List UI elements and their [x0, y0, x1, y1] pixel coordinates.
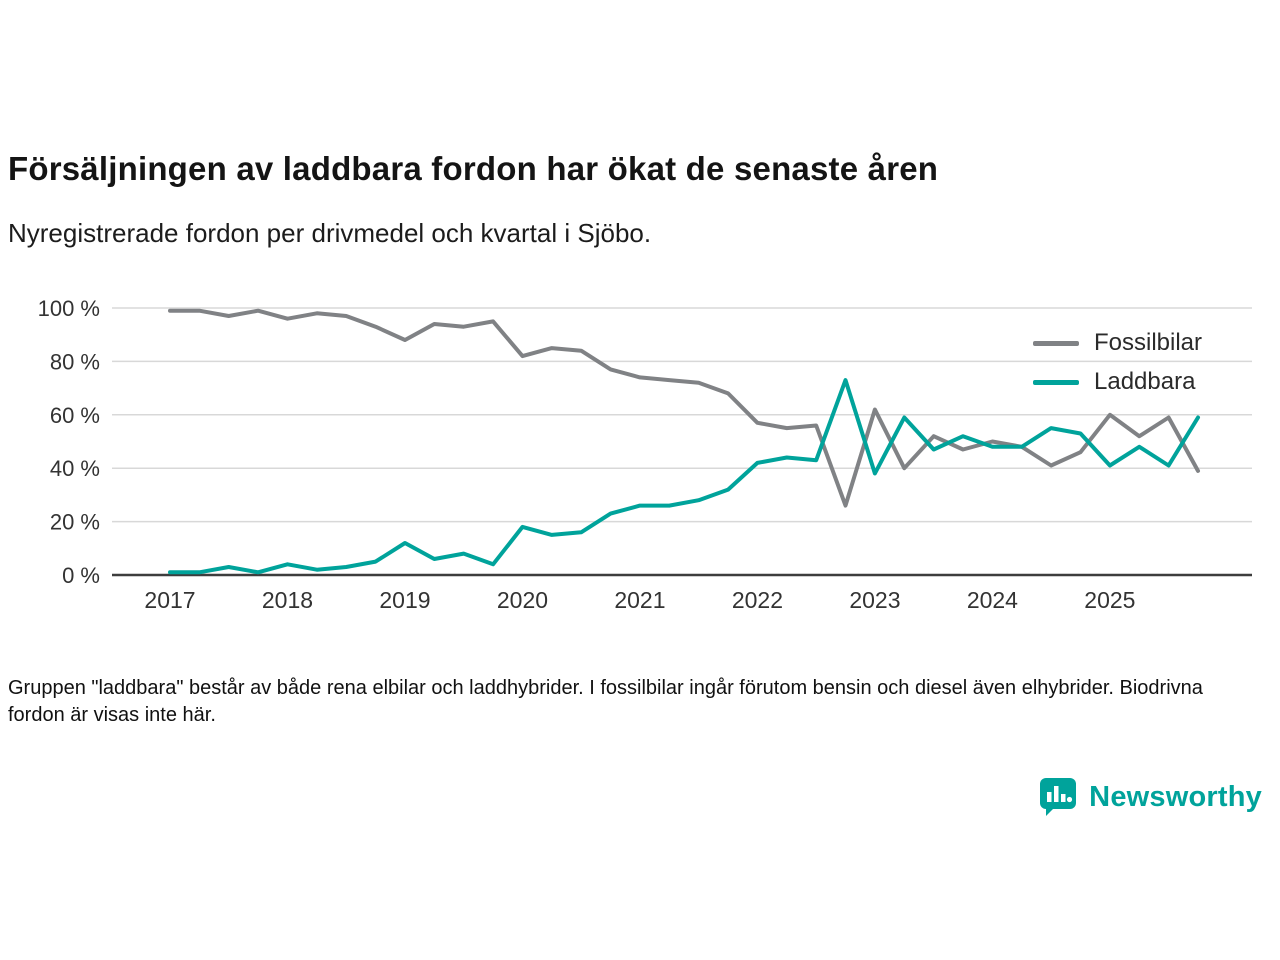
- y-tick-label: 80 %: [50, 349, 100, 374]
- legend: Fossilbilar Laddbara: [1033, 330, 1202, 395]
- legend-swatch-fossilbilar: [1033, 340, 1079, 346]
- chart-title: Försäljningen av laddbara fordon har öka…: [8, 150, 939, 187]
- y-tick-label: 40 %: [50, 456, 100, 481]
- legend-swatch-laddbara: [1033, 379, 1079, 385]
- legend-item-laddbara: Laddbara: [1033, 369, 1202, 395]
- line-chart: 0 % 20 % 40 % 60 % 80 % 100 % 2017 2018 2019 2020…: [38, 296, 1252, 613]
- x-tick-label: 2023: [849, 587, 900, 613]
- y-tick-label: 60 %: [50, 403, 100, 428]
- x-tick-label: 2019: [379, 587, 430, 613]
- y-tick-label: 20 %: [50, 510, 100, 535]
- chart-footnote: Gruppen "laddbara" består av både rena e…: [8, 677, 1203, 726]
- series-line-fossilbilar: [168, 308, 1200, 508]
- x-tick-label: 2022: [732, 587, 783, 613]
- x-tick-label: 2021: [614, 587, 665, 613]
- legend-label-fossilbilar: Fossilbilar: [1094, 329, 1203, 356]
- x-tick-label: 2020: [497, 587, 548, 613]
- legend-item-fossilbilar: Fossilbilar: [1033, 330, 1202, 356]
- x-tick-label: 2025: [1084, 587, 1135, 613]
- x-tick-label: 2024: [967, 587, 1018, 613]
- y-tick-label: 0 %: [62, 563, 100, 588]
- chart-area: 0 % 20 % 40 % 60 % 80 % 100 % 2017 2018 2019 2020…: [0, 290, 1280, 620]
- y-tick-label: 100 %: [38, 296, 100, 321]
- newsworthy-logo-icon: [1040, 778, 1077, 816]
- newsworthy-logo-text: Newsworthy: [1089, 780, 1262, 813]
- x-tick-label: 2017: [144, 587, 195, 613]
- chart-subtitle: Nyregistrerade fordon per drivmedel och …: [8, 218, 652, 248]
- x-tick-label: 2018: [262, 587, 313, 613]
- series-line-laddbara: [168, 378, 1200, 575]
- legend-label-laddbara: Laddbara: [1094, 368, 1196, 395]
- logo: Newsworthy: [8, 777, 1270, 817]
